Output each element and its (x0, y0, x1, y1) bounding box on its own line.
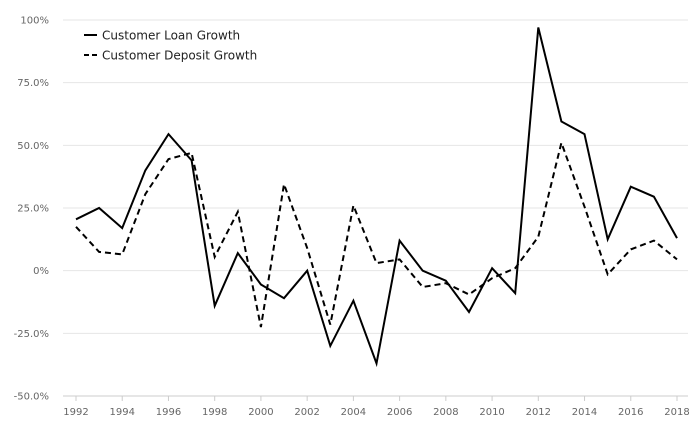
series-line-loan-growth (75, 27, 678, 368)
grid-lines (63, 19, 688, 334)
x-tick-label: 2008 (433, 407, 458, 418)
x-tick-label: 2010 (479, 407, 504, 418)
series-lines (75, 27, 678, 368)
x-tick-label: 2018 (664, 407, 689, 418)
legend-item-loan-growth[interactable]: Customer Loan Growth (84, 29, 240, 43)
x-tick-label: 1998 (202, 407, 227, 418)
x-tick-label: 1996 (156, 407, 181, 418)
legend-label-deposit-growth: Customer Deposit Growth (102, 49, 257, 63)
x-tick-label: 2000 (248, 407, 273, 418)
x-tick-label: 1992 (63, 407, 88, 418)
y-tick-label: 75.0% (17, 78, 49, 89)
x-tick-label: 1994 (110, 407, 135, 418)
series-line-deposit-growth (75, 139, 678, 328)
y-tick-label: -50.0% (14, 392, 49, 403)
y-tick-label: 50.0% (17, 141, 49, 152)
x-axis: 1992 1994 1996 1998 2000 2002 2004 2006 2008 2010… (63, 395, 690, 418)
x-tick-label: 2016 (618, 407, 643, 418)
x-tick-label: 2002 (294, 407, 319, 418)
y-tick-label: -25.0% (14, 329, 49, 340)
x-tick-label: 2006 (387, 407, 412, 418)
x-tick-label: 2004 (341, 407, 366, 418)
x-tick-label: 2012 (526, 407, 551, 418)
y-tick-label: 100% (20, 16, 49, 27)
y-tick-label: 25.0% (17, 204, 49, 215)
legend-item-deposit-growth[interactable]: Customer Deposit Growth (84, 49, 257, 63)
x-tick-label: 2014 (572, 407, 597, 418)
legend-label-loan-growth: Customer Loan Growth (102, 29, 240, 43)
y-tick-label: 0% (33, 266, 49, 277)
y-axis-tick-labels: 100% 75.0% 50.0% 25.0% 0% -25.0% -50.0% (14, 16, 49, 403)
legend: Customer Loan Growth Customer Deposit Gr… (84, 29, 257, 63)
